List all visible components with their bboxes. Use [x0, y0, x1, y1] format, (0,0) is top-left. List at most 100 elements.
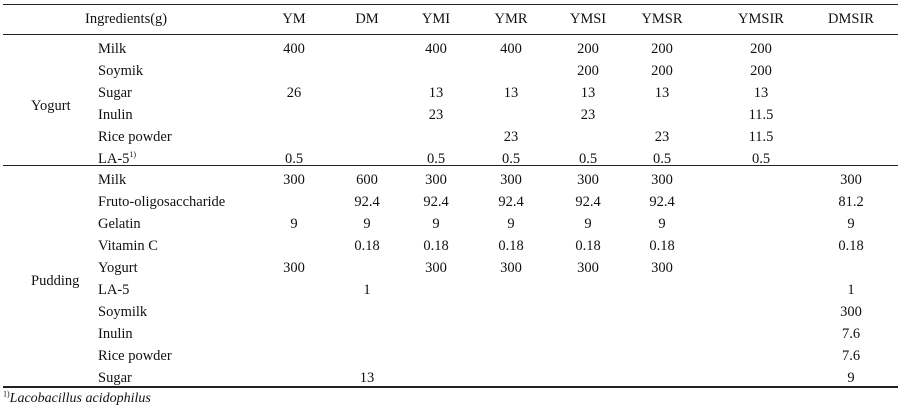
- header-col-ymsir: YMSIR: [738, 11, 784, 27]
- value-cell: 7.6: [841, 348, 861, 364]
- value-cell: 92.4: [575, 194, 601, 210]
- value-cell: 13: [753, 85, 769, 101]
- group-rule: [3, 165, 898, 166]
- value-cell: 7.6: [841, 326, 861, 342]
- footnote-ref: 1): [129, 150, 137, 160]
- value-cell: 9: [584, 216, 592, 232]
- ingredient-name: Inulin: [98, 107, 133, 123]
- value-cell: 0.18: [498, 238, 524, 254]
- value-cell: 0.18: [423, 238, 449, 254]
- value-cell: 200: [577, 41, 599, 57]
- value-cell: 0.5: [284, 151, 304, 167]
- value-cell: 200: [750, 41, 772, 57]
- value-cell: 23: [654, 129, 670, 145]
- header-col-ym: YM: [282, 11, 306, 27]
- value-cell: 13: [428, 85, 444, 101]
- value-cell: 0.5: [578, 151, 598, 167]
- value-cell: 23: [580, 107, 596, 123]
- value-cell: 400: [500, 41, 522, 57]
- value-cell: 23: [503, 129, 519, 145]
- value-cell: 300: [283, 260, 305, 276]
- value-cell: 9: [507, 216, 515, 232]
- footnote-text: Lacobacillus acidophilus: [9, 391, 151, 406]
- header-rule: [3, 34, 898, 35]
- value-cell: 0.5: [751, 151, 771, 167]
- value-cell: 300: [840, 304, 862, 320]
- value-cell: 9: [432, 216, 440, 232]
- value-cell: 300: [651, 260, 673, 276]
- value-cell: 23: [428, 107, 444, 123]
- value-cell: 0.5: [426, 151, 446, 167]
- bottom-rule: [3, 386, 898, 388]
- header-col-dm: DM: [355, 11, 379, 27]
- value-cell: 92.4: [423, 194, 449, 210]
- value-cell: 300: [425, 172, 447, 188]
- value-cell: 0.18: [649, 238, 675, 254]
- header-col-ymr: YMR: [494, 11, 528, 27]
- value-cell: 81.2: [838, 194, 864, 210]
- ingredient-name: Sugar: [98, 85, 132, 101]
- header-col-dmsir: DMSIR: [828, 11, 874, 27]
- value-cell: 0.5: [501, 151, 521, 167]
- value-cell: 1: [847, 282, 855, 298]
- value-cell: 26: [286, 85, 302, 101]
- value-cell: 11.5: [748, 107, 774, 123]
- ingredient-name: Fruto-oligosaccharide: [98, 194, 226, 210]
- value-cell: 200: [651, 41, 673, 57]
- value-cell: 13: [503, 85, 519, 101]
- ingredient-name: Vitamin C: [98, 238, 158, 254]
- value-cell: 9: [363, 216, 371, 232]
- value-cell: 200: [750, 63, 772, 79]
- value-cell: 13: [654, 85, 670, 101]
- value-cell: 300: [840, 172, 862, 188]
- value-cell: 9: [847, 370, 855, 386]
- ingredient-name: Rice powder: [98, 348, 172, 364]
- value-cell: 13: [359, 370, 375, 386]
- value-cell: 0.18: [575, 238, 601, 254]
- ingredient-name: Rice powder: [98, 129, 172, 145]
- value-cell: 0.5: [652, 151, 672, 167]
- header-ingredients: Ingredients(g): [85, 11, 168, 27]
- value-cell: 400: [283, 41, 305, 57]
- value-cell: 0.18: [838, 238, 864, 254]
- ingredient-name: Yogurt: [98, 260, 138, 276]
- value-cell: 300: [651, 172, 673, 188]
- value-cell: 300: [425, 260, 447, 276]
- ingredient-name: Milk: [98, 41, 127, 57]
- ingredient-name: LA-5: [98, 282, 130, 298]
- header-col-ymsr: YMSR: [641, 11, 683, 27]
- value-cell: 9: [658, 216, 666, 232]
- value-cell: 1: [363, 282, 371, 298]
- footnote: 1)Lacobacillus acidophilus: [3, 389, 151, 407]
- value-cell: 300: [577, 172, 599, 188]
- value-cell: 11.5: [748, 129, 774, 145]
- value-cell: 13: [580, 85, 596, 101]
- value-cell: 300: [577, 260, 599, 276]
- value-cell: 92.4: [649, 194, 675, 210]
- value-cell: 0.18: [354, 238, 380, 254]
- header-col-ymi: YMI: [421, 11, 451, 27]
- value-cell: 400: [425, 41, 447, 57]
- value-cell: 600: [356, 172, 378, 188]
- footnote-mark: 1): [3, 389, 10, 399]
- ingredient-name: Inulin: [98, 326, 133, 342]
- header-col-ymsi: YMSI: [569, 11, 607, 27]
- value-cell: 300: [500, 260, 522, 276]
- ingredient-name: Gelatin: [98, 216, 141, 232]
- value-cell: 9: [290, 216, 298, 232]
- value-cell: 300: [500, 172, 522, 188]
- value-cell: 200: [577, 63, 599, 79]
- ingredient-name: Soymik: [98, 63, 144, 79]
- ingredient-name: Milk: [98, 172, 127, 188]
- value-cell: 300: [283, 172, 305, 188]
- ingredient-name: LA-51): [98, 150, 137, 167]
- group-label-yogurt: Yogurt: [31, 98, 71, 114]
- group-label-pudding: Pudding: [31, 273, 80, 289]
- value-cell: 200: [651, 63, 673, 79]
- value-cell: 92.4: [354, 194, 380, 210]
- ingredient-name: Sugar: [98, 370, 132, 386]
- top-rule: [3, 4, 898, 5]
- value-cell: 9: [847, 216, 855, 232]
- ingredient-name: Soymilk: [98, 304, 148, 320]
- value-cell: 92.4: [498, 194, 524, 210]
